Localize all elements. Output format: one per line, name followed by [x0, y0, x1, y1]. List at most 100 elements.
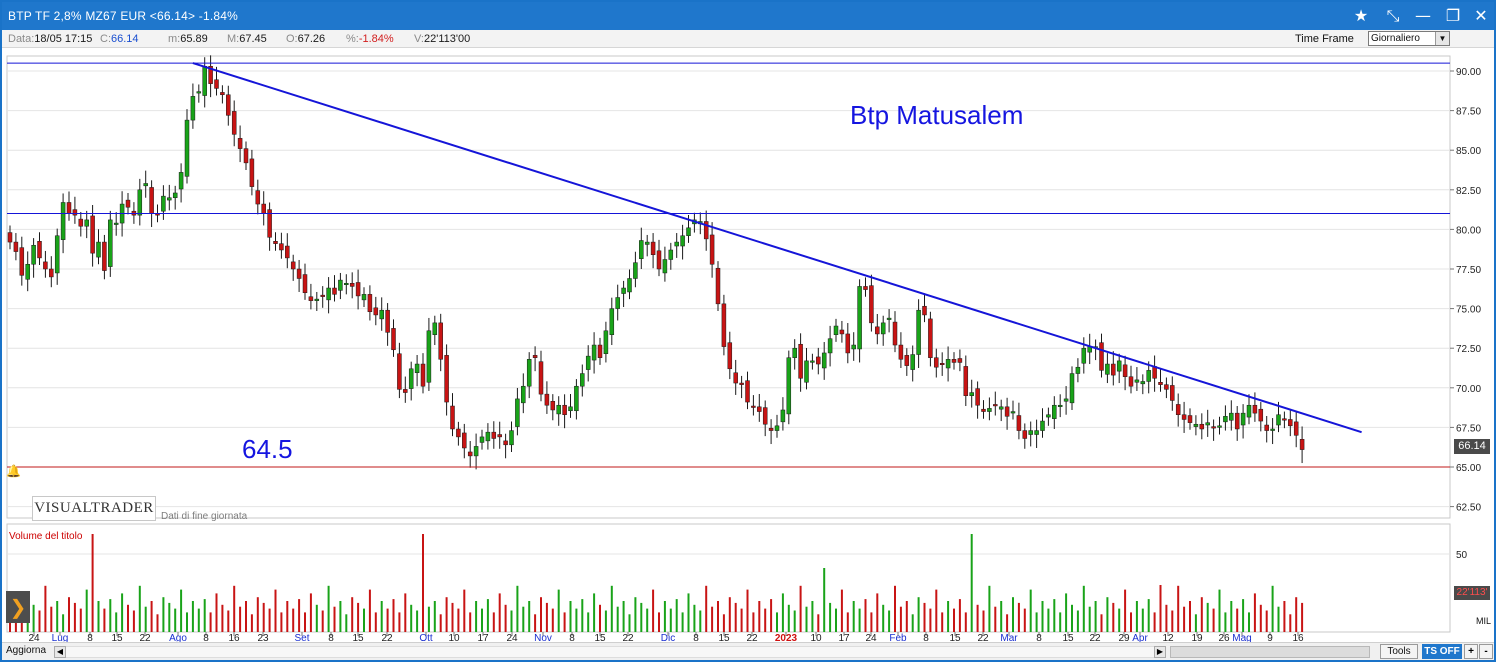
- volume-bar: [115, 612, 118, 632]
- volume-bar: [380, 601, 383, 632]
- volume-bar: [1171, 610, 1174, 632]
- candle-body: [857, 286, 862, 350]
- volume-bar: [32, 604, 35, 632]
- volume-bar: [50, 606, 53, 632]
- y-tick-label: 62.50: [1456, 503, 1481, 514]
- scroll-right-icon[interactable]: ▶: [1154, 646, 1166, 658]
- quote-info-bar: Data:18/05 17:15 C:66.14 m:65.89 M:67.45…: [2, 30, 1494, 48]
- volume-bar: [256, 597, 259, 632]
- candle-body: [308, 296, 314, 301]
- volume-bar: [392, 599, 395, 632]
- candle-body: [762, 407, 768, 425]
- candle-body: [609, 308, 615, 335]
- x-tick-label: Feb: [889, 633, 907, 642]
- candle-body: [456, 428, 461, 438]
- zoom-in-button[interactable]: +: [1464, 644, 1478, 659]
- x-tick-label: 17: [477, 633, 489, 642]
- candle-body: [143, 183, 148, 187]
- candle-body: [1282, 418, 1287, 421]
- candle-body: [987, 408, 992, 412]
- candle-body: [798, 343, 803, 379]
- candle-body: [290, 261, 296, 270]
- candle-body: [237, 138, 243, 149]
- volume-bar: [752, 612, 755, 632]
- volume-bar: [722, 614, 725, 632]
- candle-body: [1052, 404, 1057, 419]
- candle-body: [385, 309, 390, 333]
- refresh-button[interactable]: Aggiorna: [6, 645, 47, 656]
- chevron-down-icon[interactable]: ▼: [1435, 32, 1449, 45]
- candle-body: [532, 355, 538, 358]
- volume-bar: [498, 593, 501, 632]
- expand-panel-icon[interactable]: ❯: [6, 591, 30, 623]
- volume-bar: [976, 604, 979, 632]
- x-tick-label: Set: [294, 633, 309, 642]
- candle-body: [149, 187, 154, 214]
- candle-body: [1229, 412, 1234, 421]
- x-tick-label: 15: [111, 633, 123, 642]
- volume-bar: [68, 597, 70, 632]
- volume-bar: [1218, 589, 1221, 632]
- volume-bar: [764, 608, 767, 632]
- volume-bar: [280, 612, 283, 632]
- scrollbar-track[interactable]: [66, 646, 1154, 658]
- candle-body: [1111, 363, 1116, 376]
- volume-bar: [422, 534, 424, 632]
- x-tick-label: Ago: [169, 633, 187, 642]
- volume-bar: [799, 585, 802, 632]
- candle-body: [1046, 414, 1051, 418]
- candle-body: [1164, 384, 1169, 390]
- x-tick-label: 2023: [775, 633, 798, 642]
- timeframe-select[interactable]: Giornaliero ▼: [1368, 31, 1450, 46]
- volume-bar: [1082, 585, 1085, 632]
- candle-body: [1116, 360, 1122, 372]
- candle-body: [816, 356, 821, 365]
- candle-body: [397, 353, 402, 390]
- close-icon[interactable]: ✕: [1474, 6, 1488, 25]
- volume-bar: [1041, 601, 1044, 632]
- price-chart[interactable]: 90.00 87.50 85.00 82.50 80.00 77.50 75.00 72.50…: [2, 48, 1494, 642]
- candle-body: [349, 283, 355, 287]
- candle-body: [208, 65, 213, 84]
- pin-icon[interactable]: ⤡: [1386, 6, 1400, 25]
- volume-bar: [73, 602, 76, 632]
- alert-bell-icon[interactable]: 🔔: [6, 464, 21, 478]
- candle-body: [910, 354, 915, 370]
- tools-button[interactable]: Tools: [1380, 644, 1418, 659]
- volume-bar: [846, 612, 849, 632]
- maximize-icon[interactable]: ❐: [1445, 6, 1461, 25]
- candle-body: [745, 380, 750, 403]
- star-icon[interactable]: ★: [1353, 6, 1369, 25]
- candle-body: [503, 440, 508, 446]
- x-tick-label: 22: [1089, 633, 1101, 642]
- volume-bar: [545, 602, 548, 632]
- volume-bar: [911, 614, 914, 632]
- volume-bar: [1165, 604, 1168, 632]
- trendline[interactable]: [192, 62, 1362, 434]
- minimize-icon[interactable]: —: [1415, 6, 1431, 25]
- ts-off-button[interactable]: TS OFF: [1422, 644, 1462, 659]
- candle-body: [373, 307, 379, 316]
- scroll-left-icon[interactable]: ◀: [54, 646, 66, 658]
- last-price-tag: 66.14: [1454, 439, 1490, 454]
- candle-body: [1158, 382, 1163, 385]
- volume-bar: [711, 606, 714, 632]
- candle-body: [591, 344, 597, 361]
- volume-bar: [734, 602, 737, 632]
- volume-bar: [746, 589, 749, 632]
- volume-bar: [540, 597, 542, 632]
- volume-bar: [103, 608, 106, 632]
- volume-bar: [917, 597, 920, 632]
- candle-body: [1105, 363, 1110, 375]
- volume-bar: [162, 597, 165, 632]
- candle-body: [597, 344, 603, 358]
- candle-body: [202, 65, 207, 96]
- candle-body: [963, 366, 969, 396]
- volume-bar: [587, 612, 590, 632]
- zoom-out-button[interactable]: -: [1479, 644, 1493, 659]
- candle-body: [1240, 412, 1246, 426]
- candle-body: [703, 221, 709, 240]
- candle-body: [804, 360, 809, 383]
- x-tick-label: Apr: [1132, 633, 1148, 642]
- scrollbar-thumb[interactable]: [1170, 646, 1370, 658]
